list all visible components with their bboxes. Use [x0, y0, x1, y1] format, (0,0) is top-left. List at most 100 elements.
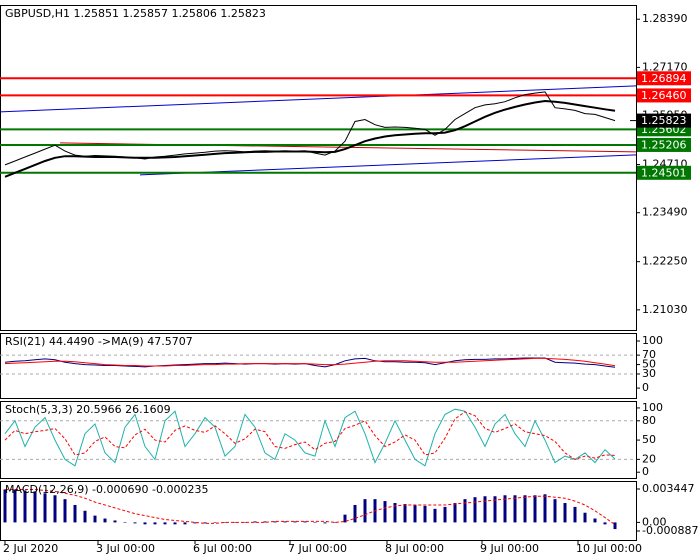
x-tick-label: 10 Jul 00:00 [576, 542, 642, 555]
histogram-bar [13, 489, 17, 523]
series-line [4, 408, 616, 467]
y-tick-label: -0.000887 [642, 524, 698, 537]
trend-line [0, 85, 637, 113]
histogram-bar [173, 522, 177, 525]
panel-title: GBPUSD,H1 1.25851 1.25857 1.25806 1.2582… [5, 7, 266, 20]
x-tick-label: 9 Jul 00:00 [480, 542, 539, 555]
histogram-bar [523, 495, 527, 523]
histogram-bar [113, 520, 117, 523]
histogram-bar [473, 497, 477, 523]
histogram-bar [613, 522, 617, 530]
histogram-bar [153, 522, 157, 525]
histogram-bar [573, 506, 577, 523]
y-tick-label: 0.003447 [642, 482, 695, 495]
series-line [4, 357, 616, 367]
histogram-bar [553, 499, 557, 523]
histogram-bar [3, 489, 7, 523]
histogram-bar [223, 522, 227, 523]
price-level-label: 1.26460 [641, 89, 687, 102]
histogram-bar [333, 522, 337, 523]
y-tick-label: 100 [642, 401, 663, 414]
price-level-label: 1.25206 [641, 138, 687, 151]
price-level-label: 1.24501 [641, 166, 687, 179]
histogram-bar [143, 522, 147, 525]
histogram-bar [433, 508, 437, 523]
x-tick-label: 6 Jul 00:00 [193, 542, 252, 555]
histogram-bar [183, 522, 187, 525]
histogram-bar [63, 499, 67, 523]
histogram-bar [493, 496, 497, 523]
x-tick-label: 7 Jul 00:00 [288, 542, 347, 555]
price-level-tag [637, 137, 691, 152]
histogram-bar [193, 522, 197, 524]
histogram-bar [583, 512, 587, 523]
histogram-bar [353, 504, 357, 523]
y-tick-label: 20 [642, 452, 656, 465]
y-tick-label: 0 [642, 465, 649, 478]
histogram-bar [503, 495, 507, 523]
y-tick-label: 50 [642, 433, 656, 446]
last-price-tag [637, 113, 691, 128]
histogram-bar [313, 522, 317, 523]
panel-border [0, 481, 637, 541]
histogram-bar [273, 521, 277, 523]
histogram-bar [563, 503, 567, 523]
histogram-bar [83, 510, 87, 523]
histogram-bar [133, 522, 137, 524]
panel-title: Stoch(5,3,3) 20.5966 26.1609 [5, 403, 171, 416]
histogram-bar [73, 504, 77, 523]
y-tick-label: 1.23490 [642, 206, 688, 219]
histogram-bar [123, 522, 127, 523]
histogram-bar [483, 496, 487, 523]
y-tick-label: 1.22250 [642, 255, 688, 268]
y-tick-label: 80 [642, 414, 656, 427]
price-level-tag [637, 71, 691, 86]
histogram-bar [233, 522, 237, 523]
panel-border [0, 401, 637, 479]
panel-title: RSI(21) 44.4490 ->MA(9) 47.5707 [5, 335, 193, 348]
histogram-bar [393, 503, 397, 523]
x-tick-label: 3 Jul 00:00 [96, 542, 155, 555]
y-tick-label: 1.21030 [642, 303, 688, 316]
histogram-bar [463, 499, 467, 523]
histogram-bar [253, 521, 257, 523]
y-tick-label: 0.00 [642, 515, 667, 528]
histogram-bar [443, 506, 447, 523]
x-tick-label: 8 Jul 00:00 [385, 542, 444, 555]
histogram-bar [23, 490, 27, 523]
series-line [5, 489, 616, 526]
series-line [4, 357, 616, 368]
histogram-bar [263, 521, 267, 523]
histogram-bar [53, 495, 57, 523]
x-tick-label: 2 Jul 2020 [3, 542, 58, 555]
histogram-bar [323, 522, 327, 524]
price-level-label: 1.26894 [641, 72, 687, 85]
series-line [4, 411, 616, 460]
y-tick-label: 70 [642, 348, 656, 361]
histogram-bar [513, 495, 517, 523]
y-tick-label: 1.28390 [642, 12, 688, 25]
y-tick-label: 100 [642, 334, 663, 347]
histogram-bar [603, 522, 607, 525]
histogram-bar [403, 503, 407, 523]
histogram-bar [453, 503, 457, 523]
histogram-bar [303, 521, 307, 523]
histogram-bar [213, 522, 217, 523]
histogram-bar [423, 505, 427, 523]
y-tick-label: 50 [642, 358, 656, 371]
last-price-label: 1.25823 [641, 114, 687, 127]
histogram-bar [533, 495, 537, 523]
histogram-bar [243, 522, 247, 523]
histogram-bar [383, 501, 387, 523]
histogram-bar [103, 518, 107, 523]
histogram-bar [203, 522, 207, 524]
series-line [4, 99, 616, 178]
histogram-bar [413, 504, 417, 523]
y-tick-label: 30 [642, 367, 656, 380]
histogram-bar [93, 515, 97, 523]
trend-line [139, 154, 637, 176]
histogram-bar [593, 518, 597, 523]
histogram-bar [43, 493, 47, 523]
y-tick-label: 0 [642, 381, 649, 394]
histogram-bar [293, 521, 297, 523]
